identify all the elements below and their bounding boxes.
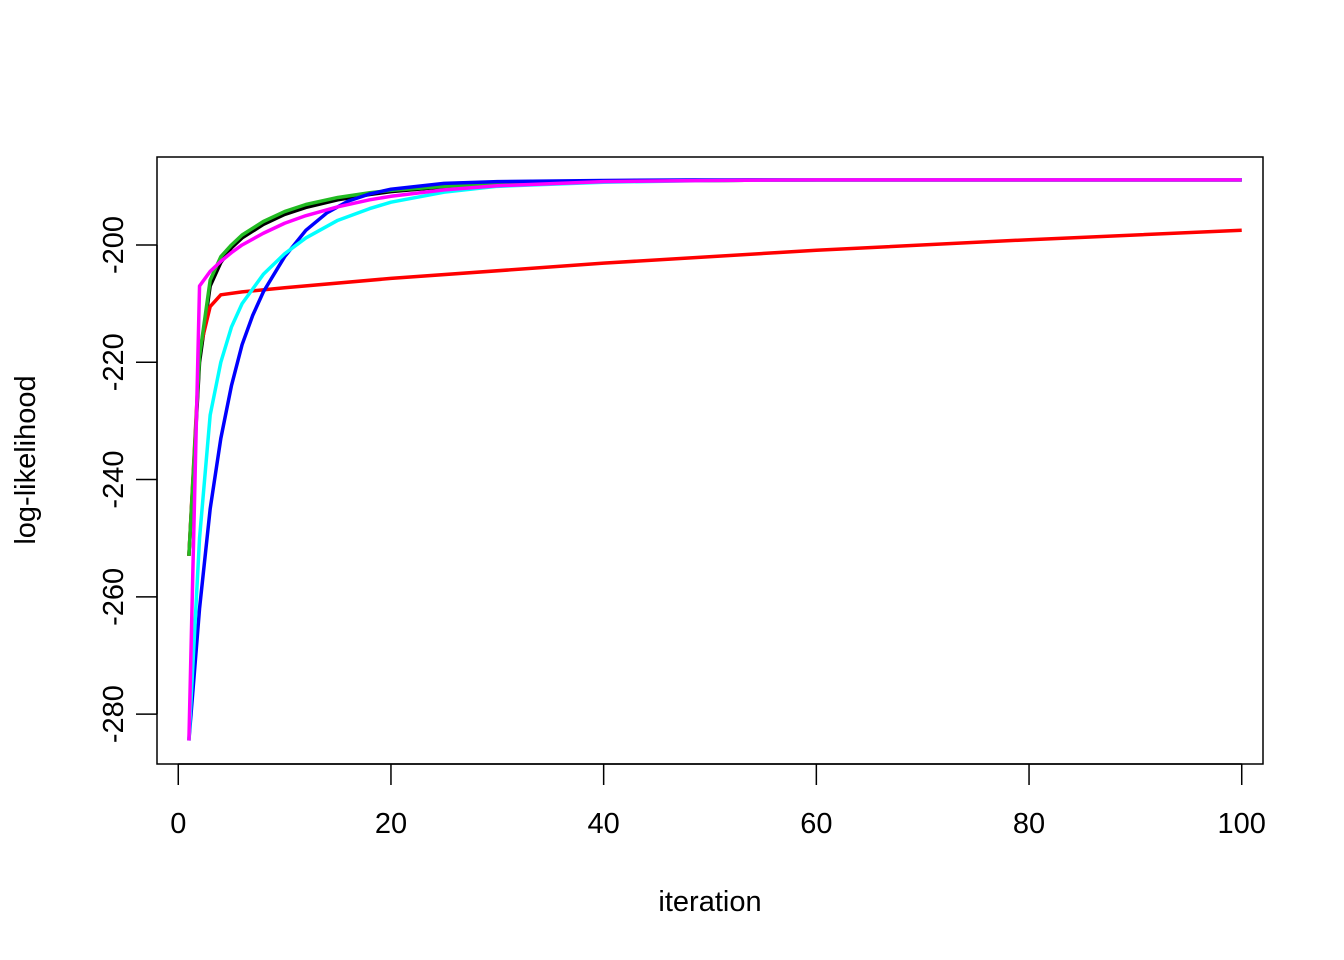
x-tick-label: 40 <box>588 808 620 840</box>
series-line-6 <box>187 178 1242 741</box>
series-line-4 <box>187 178 1242 741</box>
series-line-2 <box>187 228 1242 556</box>
y-tick-label: -200 <box>98 216 130 274</box>
plot-frame <box>156 156 1264 765</box>
y-axis-label: log-likelihood <box>10 375 42 544</box>
series-line-5 <box>187 178 1242 741</box>
y-tick-label: -220 <box>98 333 130 391</box>
y-tick-label: -280 <box>98 685 130 743</box>
y-axis: -200 -220 -240 -260 -280 <box>98 216 158 743</box>
x-tick-label: 80 <box>1013 808 1045 840</box>
x-axis: 0 20 40 60 80 100 <box>170 763 1266 840</box>
x-tick-label: 100 <box>1218 808 1266 840</box>
y-tick-label: -240 <box>98 451 130 509</box>
x-tick-label: 0 <box>170 808 186 840</box>
x-tick-label: 20 <box>375 808 407 840</box>
x-axis-label: iteration <box>658 886 761 918</box>
x-tick-label: 60 <box>800 808 832 840</box>
series-layer <box>187 178 1242 741</box>
y-tick-label: -260 <box>98 568 130 626</box>
